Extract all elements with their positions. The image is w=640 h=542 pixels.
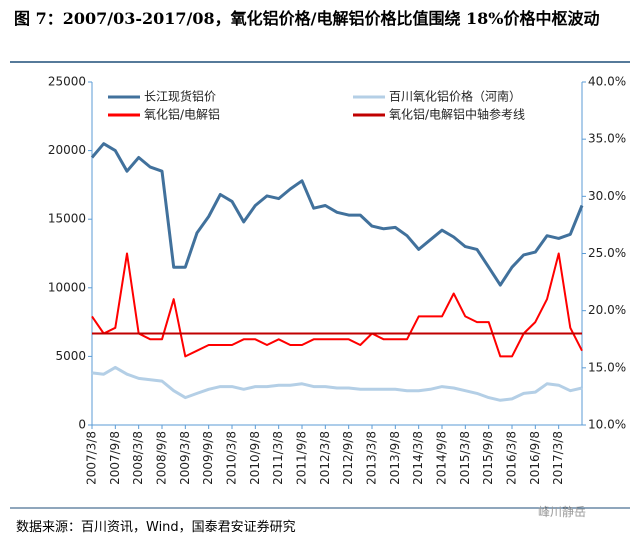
x-tick-label: 2015/9/8	[481, 431, 495, 485]
x-tick-label: 2013/3/8	[365, 431, 379, 485]
x-tick-label: 2014/3/8	[411, 431, 425, 485]
legend-label: 氧化铝/电解铝中轴参考线	[389, 107, 525, 122]
series-line	[91, 365, 583, 402]
y2-tick-label: 35.0%	[588, 132, 626, 146]
x-tick-label: 2011/9/8	[295, 431, 309, 485]
y-tick-label: 5000	[55, 349, 86, 363]
series-line	[91, 252, 583, 358]
watermark: 峰川静岳	[538, 505, 587, 519]
legend-label: 氧化铝/电解铝	[144, 107, 220, 122]
x-tick-label: 2010/3/8	[225, 431, 239, 485]
y2-tick-label: 30.0%	[588, 189, 626, 203]
y2-tick-label: 40.0%	[588, 75, 626, 89]
x-tick-label: 2012/3/8	[318, 431, 332, 485]
x-tick-label: 2009/9/8	[201, 431, 215, 485]
y-tick-label: 20000	[48, 143, 86, 157]
y2-tick-label: 15.0%	[588, 360, 626, 374]
x-tick-label: 2007/9/8	[108, 431, 122, 485]
y-tick-label: 0	[78, 418, 86, 432]
x-tick-label: 2015/3/8	[458, 431, 472, 485]
legend-label: 长江现货铝价	[144, 89, 216, 104]
x-tick-label: 2008/9/8	[155, 431, 169, 485]
y2-tick-label: 10.0%	[588, 418, 626, 432]
series-line	[90, 142, 584, 287]
x-tick-label: 2013/9/8	[388, 431, 402, 485]
y-tick-label: 15000	[48, 212, 86, 226]
y-tick-label: 25000	[48, 75, 86, 89]
chart-title: 图 7：2007/03-2017/08，氧化铝价格/电解铝价格比值围绕 18%价…	[14, 9, 600, 28]
x-tick-label: 2012/9/8	[341, 431, 355, 485]
x-tick-label: 2017/3/8	[551, 431, 565, 485]
y-tick-label: 10000	[48, 280, 86, 294]
x-tick-label: 2009/3/8	[178, 431, 192, 485]
legend-label: 百川氧化铝价格（河南）	[389, 89, 521, 104]
y2-tick-label: 20.0%	[588, 303, 626, 317]
x-tick-label: 2016/3/8	[505, 431, 519, 485]
source: 数据来源：百川资讯，Wind，国泰君安证券研究	[16, 520, 296, 535]
x-tick-label: 2014/9/8	[435, 431, 449, 485]
x-tick-label: 2010/9/8	[248, 431, 262, 485]
y2-tick-label: 25.0%	[588, 246, 626, 260]
x-tick-label: 2008/3/8	[131, 431, 145, 485]
x-tick-label: 2016/9/8	[528, 431, 542, 485]
x-tick-label: 2007/3/8	[85, 431, 99, 485]
x-tick-label: 2011/3/8	[271, 431, 285, 485]
